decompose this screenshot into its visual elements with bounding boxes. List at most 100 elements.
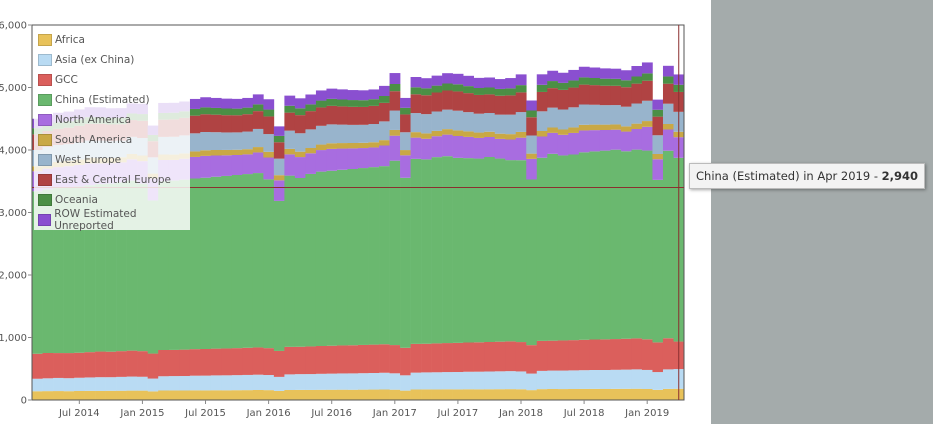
legend-item-asia-ex-china[interactable]: Asia (ex China) xyxy=(34,50,190,70)
legend-swatch xyxy=(38,74,52,86)
bar-segment xyxy=(547,389,559,400)
bar-segment xyxy=(379,389,390,400)
bar-segment xyxy=(641,100,653,122)
bar-segment xyxy=(221,375,233,391)
bar-segment xyxy=(620,80,632,88)
x-tick-label: Jul 2018 xyxy=(563,408,605,419)
bar-segment xyxy=(599,130,611,151)
legend-item-west-europe[interactable]: West Europe xyxy=(34,150,190,170)
legend-item-north-america[interactable]: North America xyxy=(34,110,190,130)
bar-segment xyxy=(452,342,464,373)
bar-segment xyxy=(273,142,285,159)
bar-segment xyxy=(368,344,380,374)
bar-segment xyxy=(463,93,474,113)
legend-item-row-estimated-unreported[interactable]: ROW Estimated Unreported xyxy=(34,208,190,232)
bar-segment xyxy=(368,142,380,148)
bar-segment xyxy=(294,115,306,134)
bar-segment xyxy=(221,348,233,376)
bar-segment xyxy=(84,390,96,401)
bar-segment xyxy=(473,389,485,400)
bar-segment xyxy=(526,117,538,136)
bar-segment xyxy=(210,348,222,376)
x-tick-label: Jan 2016 xyxy=(246,408,291,419)
bar-segment xyxy=(315,144,327,151)
bar-segment xyxy=(421,114,432,134)
bar-segment xyxy=(505,134,517,140)
bar-segment xyxy=(200,132,212,151)
bar-segment xyxy=(379,372,390,390)
bar-segment xyxy=(326,148,338,171)
bar-segment xyxy=(547,127,559,133)
bar-segment xyxy=(505,341,517,372)
bar-segment xyxy=(284,105,296,113)
bar-segment xyxy=(147,200,159,354)
bar-segment xyxy=(463,136,474,159)
bar-segment xyxy=(315,346,327,374)
bar-segment xyxy=(526,179,538,346)
bar-segment xyxy=(200,349,212,376)
bar-segment xyxy=(305,374,317,390)
legend-label: ROW Estimated Unreported xyxy=(54,208,137,232)
bar-segment xyxy=(536,91,548,112)
chart-panel: 0 1,000 2,000 3,000 4,000 5,000 6,000 Jul 2014 J… xyxy=(0,0,711,424)
bar-segment xyxy=(589,388,601,401)
bar-segment xyxy=(294,157,306,178)
bar-segment xyxy=(662,83,674,104)
bar-segment xyxy=(189,133,201,152)
bar-segment xyxy=(431,157,443,344)
legend-item-africa[interactable]: Africa xyxy=(34,30,190,50)
legend-item-china-estimated[interactable]: China (Estimated) xyxy=(34,90,190,110)
bar-segment xyxy=(526,345,538,374)
bar-segment xyxy=(463,342,474,372)
bar-segment xyxy=(189,108,201,116)
bar-segment xyxy=(431,92,443,112)
bar-segment xyxy=(189,115,201,134)
bar-segment xyxy=(473,77,485,89)
legend-item-gcc[interactable]: GCC xyxy=(34,70,190,90)
bar-segment xyxy=(400,150,411,156)
stacked-bar-chart[interactable]: 0 1,000 2,000 3,000 4,000 5,000 6,000 Jul 2014 J… xyxy=(0,0,711,424)
bar-segment xyxy=(336,169,348,346)
bar-segment xyxy=(168,376,180,391)
bar-segment xyxy=(463,112,474,132)
bar-segment xyxy=(63,391,75,400)
bar-segment xyxy=(452,73,464,85)
bar-segment xyxy=(631,123,643,130)
bar-segment xyxy=(158,350,170,377)
bar-segment xyxy=(358,373,369,390)
bar-segment xyxy=(137,183,148,352)
legend-item-east-central-europe[interactable]: East & Central Europe xyxy=(34,170,190,190)
bar-segment xyxy=(358,142,369,149)
bar-segment xyxy=(557,72,569,83)
bar-segment xyxy=(536,370,548,390)
bar-segment xyxy=(421,88,432,96)
bar-segment xyxy=(379,140,390,146)
bar-segment xyxy=(315,373,327,390)
bar-segment xyxy=(662,338,674,370)
legend-item-south-america[interactable]: South America xyxy=(34,130,190,150)
bar-segment xyxy=(515,371,527,390)
bar-segment xyxy=(116,376,127,391)
bar-segment xyxy=(294,108,306,116)
bar-segment xyxy=(315,171,327,347)
bar-segment xyxy=(400,107,411,115)
bar-segment xyxy=(452,389,464,401)
bar-segment xyxy=(221,115,233,133)
bar-segment xyxy=(273,200,285,351)
bar-segment xyxy=(410,94,422,114)
bar-segment xyxy=(463,75,474,87)
bar-segment xyxy=(505,78,517,89)
bar-segment xyxy=(641,126,653,151)
bar-segment xyxy=(652,372,664,390)
y-tick-label: 6,000 xyxy=(0,21,27,32)
bar-segment xyxy=(53,188,64,354)
bar-segment xyxy=(484,113,496,132)
bar-segment xyxy=(431,136,443,158)
bar-segment xyxy=(620,106,632,127)
bar-segment xyxy=(599,389,611,400)
bar-segment xyxy=(515,131,527,138)
bar-segment xyxy=(442,134,453,157)
bar-segment xyxy=(284,148,296,155)
bar-segment xyxy=(536,136,548,158)
legend-item-oceania[interactable]: Oceania xyxy=(34,190,190,210)
